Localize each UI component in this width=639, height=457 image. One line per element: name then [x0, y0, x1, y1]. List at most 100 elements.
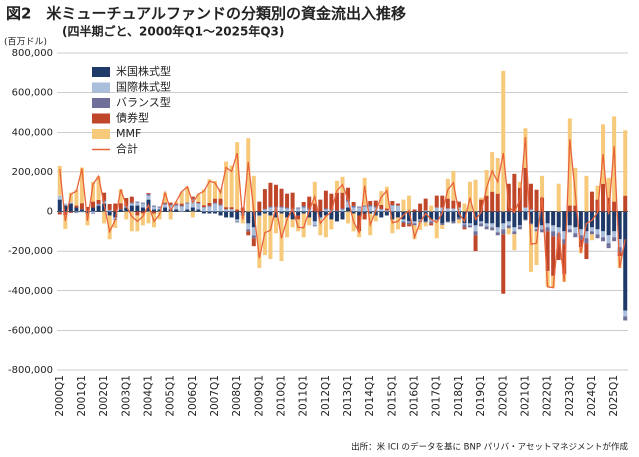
bar-segment: [268, 207, 273, 212]
bar-segment: [318, 211, 323, 218]
bar-segment: [96, 205, 101, 212]
bar-segment: [273, 211, 278, 218]
bar-segment: [91, 181, 96, 202]
bar-segment: [440, 211, 445, 224]
bar-segment: [174, 203, 179, 205]
x-tick-label: 2018Q1: [453, 375, 465, 417]
y-tick-label: -800,000: [8, 365, 53, 376]
bar-segment: [589, 234, 594, 241]
bar-segment: [584, 175, 589, 212]
bar-segment: [185, 209, 190, 212]
bar-segment: [595, 185, 600, 200]
x-tick-label: 2021Q1: [519, 375, 531, 417]
bar-segment: [623, 316, 628, 321]
x-tick-label: 2014Q1: [364, 375, 376, 417]
bar-segment: [312, 211, 317, 222]
bar-segment: [606, 235, 611, 244]
bar-segment: [140, 203, 145, 208]
bar-segment: [68, 211, 73, 213]
bar-segment: [262, 211, 267, 214]
bar-segment: [179, 205, 184, 207]
bar-segment: [135, 211, 140, 216]
bar-segment: [129, 196, 134, 203]
bar-segment: [91, 211, 96, 214]
bar-segment: [362, 205, 367, 207]
bar-segment: [368, 200, 373, 205]
bar-segment: [129, 203, 134, 206]
bar-segment: [368, 206, 373, 212]
bar-segment: [124, 198, 129, 206]
bar-segment: [423, 210, 428, 212]
bar-segment: [429, 205, 434, 212]
bar-segment: [423, 222, 428, 227]
bar-segment: [567, 225, 572, 230]
bar-segment: [501, 229, 506, 235]
bar-segment: [279, 188, 284, 207]
bar-segment: [617, 239, 622, 248]
bar-segment: [462, 211, 467, 224]
bar-segment: [445, 211, 450, 222]
bar-segment: [312, 203, 317, 212]
bar-segment: [301, 201, 306, 206]
bar-segment: [296, 211, 301, 216]
bar-segment: [479, 211, 484, 222]
bar-segment: [434, 207, 439, 212]
bar-segment: [262, 208, 267, 210]
bar-segment: [523, 207, 528, 212]
bar-segment: [578, 239, 583, 248]
bar-segment: [91, 201, 96, 208]
bar-segment: [423, 198, 428, 211]
bar-segment: [196, 202, 201, 204]
bar-segment: [412, 221, 417, 224]
y-tick-label: 600,000: [12, 88, 53, 99]
bar-segment: [196, 194, 201, 202]
x-tick-label: 2013Q1: [342, 375, 354, 417]
bar-segment: [523, 211, 528, 220]
bar-segment: [379, 208, 384, 210]
bar-segment: [113, 220, 118, 228]
bar-segment: [285, 208, 290, 212]
bar-segment: [212, 202, 217, 204]
bar-segment: [379, 204, 384, 209]
bar-segment: [395, 205, 400, 212]
bar-segment: [551, 236, 556, 276]
x-tick-label: 2016Q1: [409, 375, 421, 417]
bar-segment: [301, 213, 306, 238]
bar-segment: [384, 208, 389, 211]
bar-segment: [617, 211, 622, 240]
y-tick-label: 0: [47, 207, 53, 218]
bar-segment: [190, 211, 195, 218]
bar-segment: [329, 193, 334, 210]
legend-swatch: [92, 98, 110, 108]
bar-segment: [445, 208, 450, 212]
bar-segment: [290, 211, 295, 220]
bar-segment: [506, 183, 511, 212]
bar-segment: [589, 231, 594, 235]
bar-segment: [390, 205, 395, 212]
bar-segment: [479, 199, 484, 212]
bar-segment: [68, 192, 73, 203]
bar-segment: [129, 202, 134, 204]
bar-segment: [445, 198, 450, 209]
bar-segment: [495, 232, 500, 236]
x-tick-label: 2024Q1: [586, 375, 598, 417]
x-tick-label: 2008Q1: [231, 375, 243, 417]
bar-segment: [479, 223, 484, 227]
bar-segment: [229, 207, 234, 210]
legend-label: 国際株式型: [116, 80, 171, 94]
bar-segment: [373, 200, 378, 207]
bar-segment: [567, 229, 572, 233]
bar-segment: [423, 221, 428, 223]
bar-segment: [517, 181, 522, 188]
bar-segment: [528, 209, 533, 212]
bar-segment: [63, 203, 68, 206]
bar-segment: [395, 203, 400, 206]
bar-segment: [334, 192, 339, 211]
legend-swatch: [92, 129, 110, 139]
bar-segment: [595, 199, 600, 212]
bar-segment: [584, 238, 589, 244]
legend-swatch: [92, 67, 110, 77]
bar-segment: [351, 211, 356, 214]
bar-segment: [224, 211, 229, 218]
bar-segment: [534, 227, 539, 230]
